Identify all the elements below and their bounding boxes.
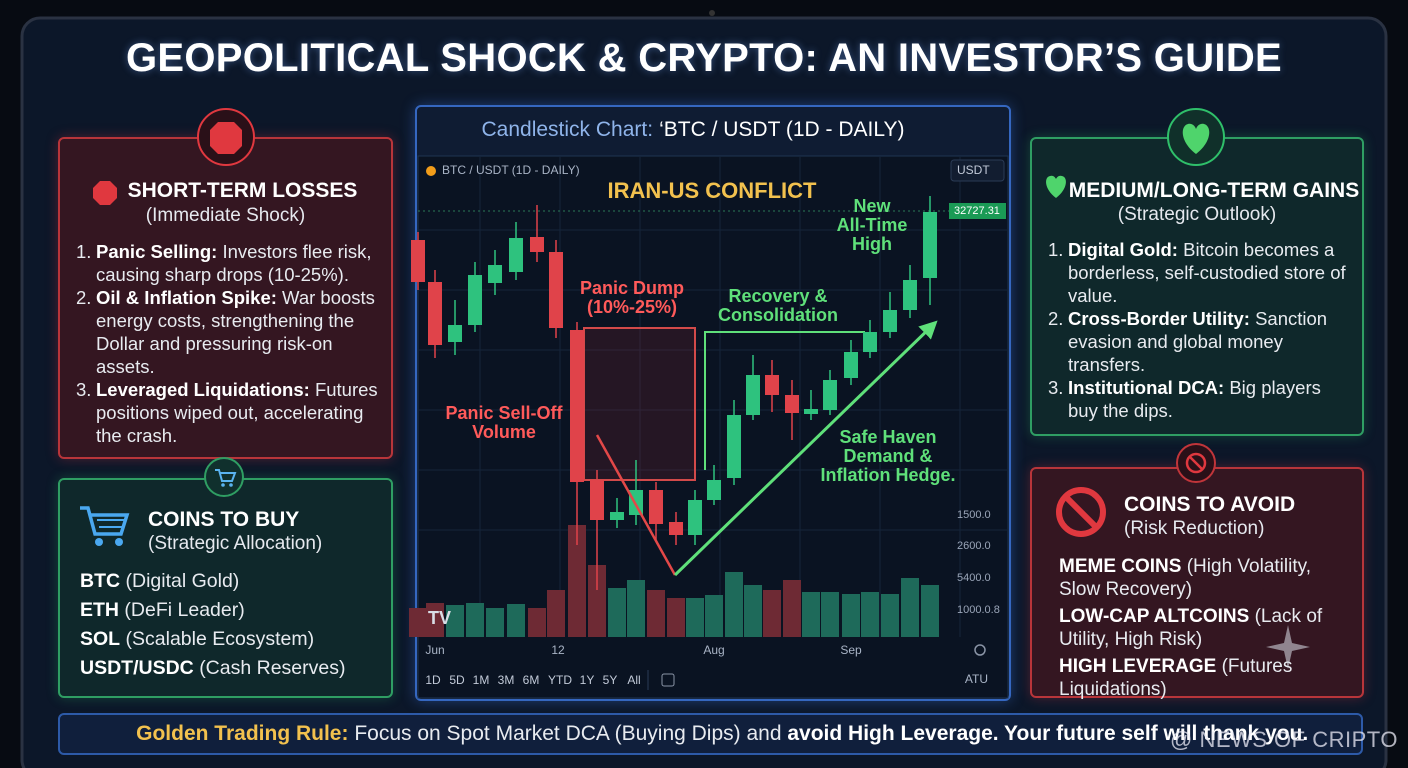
- item-number: 3.: [1048, 377, 1064, 398]
- gains-subtitle: (Strategic Outlook): [1117, 204, 1277, 225]
- coin-name: ETH: [80, 599, 119, 621]
- buy-panel: COINS TO BUY (Strategic Allocation) BTC …: [58, 478, 393, 698]
- buy-heading: COINS TO BUY: [148, 508, 300, 531]
- item-number: 2.: [76, 287, 92, 308]
- footer-text: Focus on Spot Market DCA (Buying Dips) a…: [354, 722, 782, 745]
- avoid-name: LOW-CAP ALTCOINS: [1059, 606, 1250, 627]
- losses-list: 1. Panic Selling: Investors flee risk, ca…: [76, 240, 388, 447]
- item-term: Panic Selling:: [96, 241, 218, 262]
- losses-subtitle: (Immediate Shock): [145, 205, 306, 226]
- avoid-note: (Lack of Utility, High Risk): [1059, 606, 1323, 650]
- page-title: GEOPOLITICAL SHOCK & CRYPTO: AN INVESTOR…: [125, 36, 1282, 80]
- losses-panel: SHORT-TERM LOSSES (Immediate Shock) 1. Pa…: [58, 137, 393, 459]
- item-term: Institutional DCA:: [1068, 377, 1225, 398]
- coin-item: BTC (Digital Gold): [80, 567, 345, 596]
- coin-item: USDT/USDC (Cash Reserves): [80, 654, 345, 683]
- watermark: @ NEWS OF CRIPTO: [1170, 727, 1398, 752]
- coin-note: (DeFi Leader): [124, 599, 245, 621]
- list-item: 3. Institutional DCA: Big players buy the…: [1048, 376, 1348, 422]
- chart-panel: [415, 105, 1011, 701]
- losses-heading: SHORT-TERM LOSSES: [127, 179, 358, 202]
- gains-panel: MEDIUM/LONG-TERM GAINS (Strategic Outloo…: [1030, 137, 1364, 436]
- avoid-heading: COINS TO AVOID: [1124, 493, 1296, 516]
- item-text: Futures positions wiped out, acceleratin…: [96, 379, 378, 446]
- avoid-name: MEME COINS: [1059, 556, 1182, 577]
- item-text: Big players buy the dips.: [1068, 377, 1321, 421]
- buy-list: BTC (Digital Gold) ETH (DeFi Leader) SOL…: [80, 567, 345, 683]
- item-term: Leveraged Liquidations:: [96, 379, 310, 400]
- coin-note: (Scalable Ecosystem): [125, 628, 315, 650]
- list-item: 2. Oil & Inflation Spike: War boosts ener…: [76, 286, 388, 378]
- gains-list: 1. Digital Gold: Bitcoin becomes a border…: [1048, 238, 1348, 422]
- coin-note: (Cash Reserves): [199, 657, 346, 679]
- avoid-list: MEME COINS (High Volatility, Slow Recove…: [1059, 555, 1349, 701]
- item-number: 3.: [76, 379, 92, 400]
- list-item: 3. Leveraged Liquidations: Futures positi…: [76, 378, 388, 447]
- item-term: Cross-Border Utility:: [1068, 308, 1250, 329]
- coin-name: SOL: [80, 628, 121, 650]
- avoid-name: HIGH LEVERAGE: [1059, 656, 1217, 677]
- item-number: 2.: [1048, 308, 1064, 329]
- buy-subtitle: (Strategic Allocation): [148, 533, 323, 554]
- avoid-item: MEME COINS (High Volatility, Slow Recove…: [1059, 555, 1349, 601]
- item-term: Oil & Inflation Spike:: [96, 287, 277, 308]
- footer-emphasis: avoid High Leverage. Your future self wi…: [787, 722, 1309, 745]
- avoid-note: (High Volatility, Slow Recovery): [1059, 556, 1311, 600]
- footer-label: Golden Trading Rule:: [136, 722, 349, 745]
- item-text: War boosts energy costs, strengthening t…: [96, 287, 375, 377]
- item-text: Sanction evasion and global money transf…: [1068, 308, 1328, 375]
- item-number: 1.: [1048, 239, 1064, 260]
- list-item: 1. Digital Gold: Bitcoin becomes a border…: [1048, 238, 1348, 307]
- camera: [709, 10, 715, 16]
- item-number: 1.: [76, 241, 92, 262]
- footer-bar: Golden Trading Rule: Focus on Spot Marke…: [58, 713, 1363, 755]
- list-item: 2. Cross-Border Utility: Sanction evasion…: [1048, 307, 1348, 376]
- avoid-panel: COINS TO AVOID (Risk Reduction) MEME COI…: [1030, 467, 1364, 701]
- coin-name: BTC: [80, 570, 121, 592]
- item-term: Digital Gold:: [1068, 239, 1178, 260]
- avoid-item: LOW-CAP ALTCOINS (Lack of Utility, High …: [1059, 605, 1349, 651]
- coin-item: ETH (DeFi Leader): [80, 596, 345, 625]
- item-text: Bitcoin becomes a borderless, self-custo…: [1068, 239, 1346, 306]
- list-item: 1. Panic Selling: Investors flee risk, ca…: [76, 240, 388, 286]
- item-text: Investors flee risk, causing sharp drops…: [96, 241, 372, 285]
- avoid-subtitle: (Risk Reduction): [1124, 518, 1265, 539]
- gains-heading: MEDIUM/LONG-TERM GAINS: [1068, 179, 1360, 202]
- coin-item: SOL (Scalable Ecosystem): [80, 625, 345, 654]
- coin-note: (Digital Gold): [125, 570, 240, 592]
- coin-name: USDT/USDC: [80, 657, 194, 679]
- avoid-item: HIGH LEVERAGE (Futures Liquidations): [1059, 655, 1349, 701]
